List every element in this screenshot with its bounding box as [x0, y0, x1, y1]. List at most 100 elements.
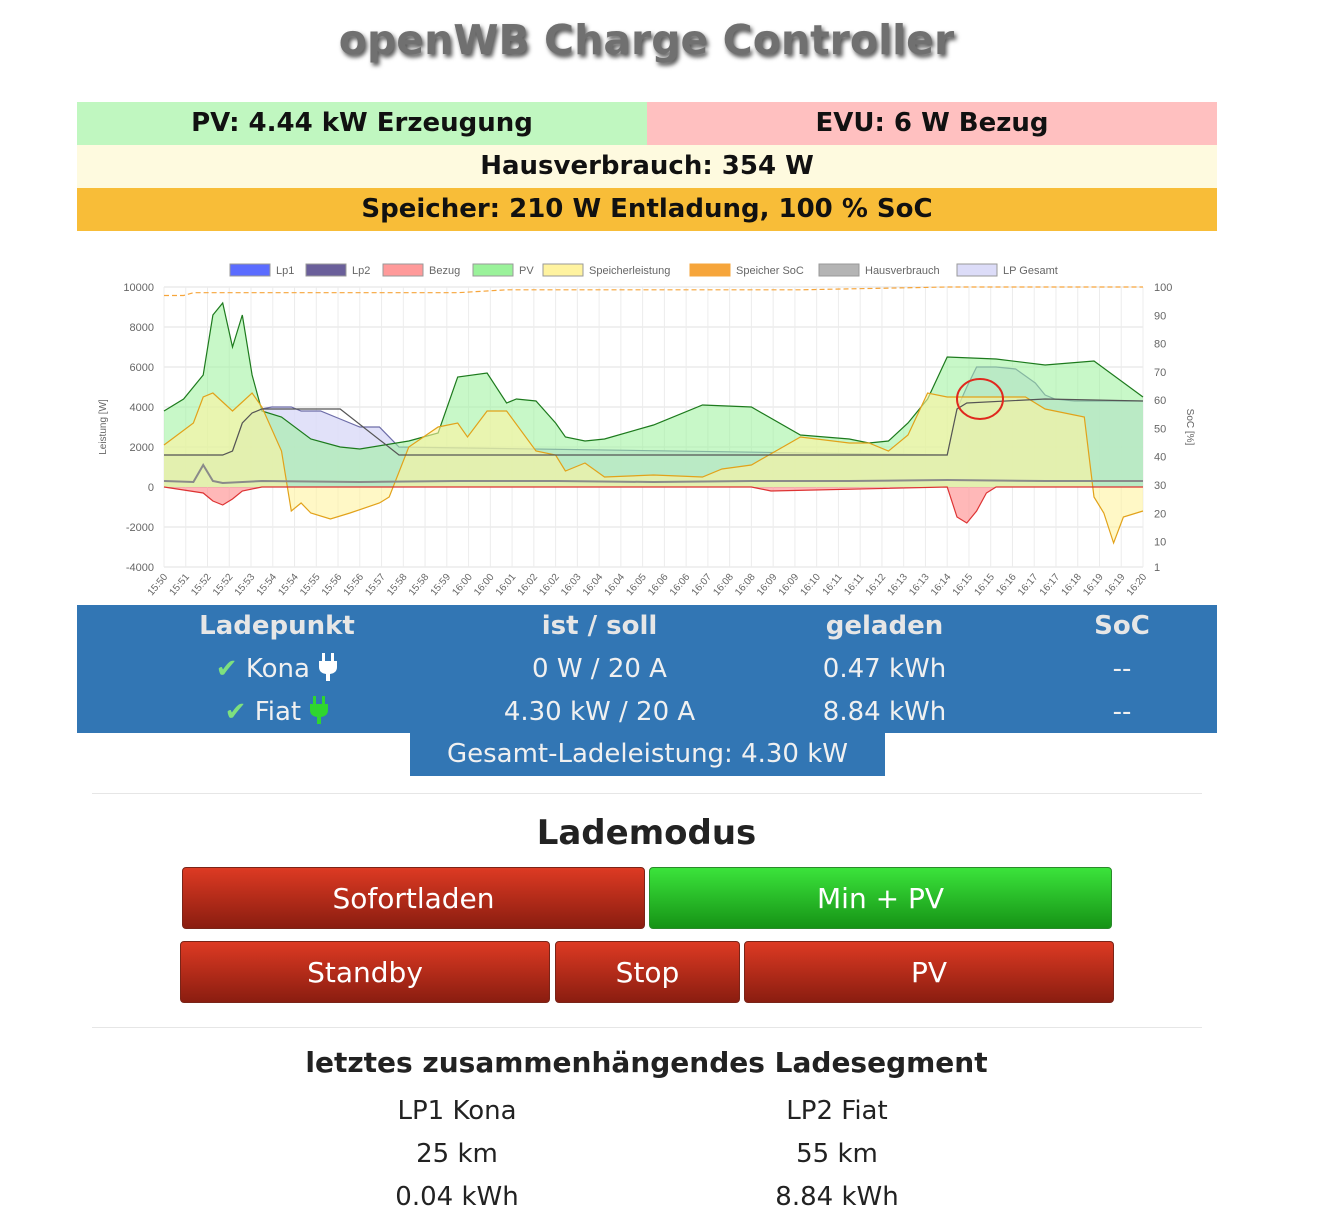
y-tick-label: -2000 [126, 522, 154, 534]
x-tick-label: 16:04 [581, 572, 606, 599]
y2-tick-label: 60 [1154, 395, 1166, 407]
house-consumption-status: Hausverbrauch: 354 W [77, 145, 1217, 188]
x-tick-label: 16:02 [537, 572, 562, 599]
header-soc: SoC [1094, 611, 1150, 641]
segment-lp1-km: 25 km [416, 1139, 498, 1169]
x-tick-label: 15:57 [363, 572, 388, 599]
x-tick-label: 16:15 [951, 572, 976, 599]
x-tick-label: 16:13 [907, 572, 932, 599]
lp-power: 4.30 kW / 20 A [503, 697, 696, 727]
y2-tick-label: 10 [1154, 537, 1166, 549]
legend-label: Hausverbrauch [865, 265, 940, 277]
series-line-hausverbrauch [163, 463, 1143, 485]
segment-lp1-kwh: 0.04 kWh [395, 1182, 519, 1212]
x-tick-label: 16:03 [559, 572, 584, 599]
series-line-speicher-soc [164, 286, 1143, 297]
divider [92, 1027, 1202, 1028]
plug-icon [319, 653, 338, 681]
series-line-bezug [163, 486, 1143, 524]
legend-swatch [956, 263, 998, 277]
x-tick-label: 16:02 [516, 572, 541, 599]
legend-swatch [229, 263, 271, 277]
x-tick-label: 16:04 [603, 572, 628, 599]
x-tick-label: 16:00 [450, 572, 475, 599]
standby-button[interactable]: Standby [180, 941, 550, 1003]
x-tick-label: 16:17 [1016, 572, 1041, 599]
x-tick-label: 16:09 [777, 572, 802, 599]
x-tick-label: 15:56 [342, 572, 367, 599]
y-tick-label: 4000 [130, 402, 154, 414]
y2-axis-label: SoC [%] [1184, 409, 1195, 446]
lp-fiat-cell[interactable]: ✔ Fiat [157, 691, 397, 734]
y2-tick-label: 20 [1154, 508, 1166, 520]
stop-button[interactable]: Stop [555, 941, 740, 1003]
min-pv-button[interactable]: Min + PV [649, 867, 1112, 929]
x-tick-label: 15:51 [168, 572, 193, 599]
lp-energy: 8.84 kWh [822, 697, 947, 727]
x-tick-label: 16:13 [885, 572, 910, 599]
plug-icon [310, 696, 329, 724]
series-line-lp2 [164, 398, 1144, 456]
x-tick-label: 16:17 [1038, 572, 1063, 599]
y-tick-label: 10000 [123, 282, 154, 294]
y2-tick-label: 30 [1154, 480, 1166, 492]
y-axis-right: 100 90 80 70 60 50 40 30 20 10 1 [1154, 282, 1172, 574]
y-tick-label: 8000 [130, 322, 154, 334]
charge-point-table: Ladepunkt ist / soll geladen SoC ✔ Kona … [77, 605, 1217, 733]
y2-tick-label: 50 [1154, 423, 1166, 435]
header-geladen: geladen [825, 611, 944, 641]
x-tick-label: 16:18 [1060, 572, 1085, 599]
y-tick-label: 6000 [130, 362, 154, 374]
x-tick-label: 16:11 [821, 572, 845, 598]
x-tick-label: 16:08 [711, 572, 736, 599]
y2-tick-label: 90 [1154, 310, 1166, 322]
header-ist-soll: ist / soll [541, 611, 658, 641]
legend-swatch [542, 263, 584, 277]
divider [92, 793, 1202, 794]
lp-name: Kona [245, 654, 310, 684]
check-icon: ✔ [215, 654, 238, 684]
pv-button[interactable]: PV [744, 941, 1114, 1003]
x-tick-label: 16:19 [1103, 572, 1128, 599]
lp-soc: -- [1112, 654, 1132, 684]
series-line-pv [163, 301, 1144, 450]
legend-label: PV [519, 265, 534, 277]
sofortladen-button[interactable]: Sofortladen [182, 867, 645, 929]
total-charge-power: Gesamt-Ladeleistung: 4.30 kW [410, 733, 885, 776]
x-tick-label: 15:54 [276, 572, 301, 599]
lademodus-heading: Lademodus [536, 813, 757, 853]
legend-label: Lp2 [352, 265, 370, 277]
x-tick-label: 15:50 [146, 572, 171, 599]
legend-label: Bezug [429, 265, 460, 277]
legend-swatch [818, 263, 860, 277]
segment-lp1-name: LP1 Kona [397, 1096, 517, 1126]
x-tick-label: 15:52 [211, 572, 236, 599]
x-tick-label: 16:07 [690, 572, 715, 599]
table-header: Ladepunkt ist / soll geladen SoC [77, 605, 1217, 648]
segment-lp2-kwh: 8.84 kWh [775, 1182, 899, 1212]
x-tick-label: 16:14 [929, 572, 954, 599]
x-tick-label: 16:05 [624, 572, 649, 599]
y-axis-label: Leistung [W] [98, 399, 109, 455]
legend-label: Speicher SoC [736, 265, 804, 277]
power-chart[interactable]: Lp1 Lp2 Bezug PV Speicherleistung Speicher So… [77, 250, 1217, 605]
x-tick-label: 15:54 [255, 572, 280, 599]
lp-kona-cell[interactable]: ✔ Kona [157, 648, 397, 691]
series-area-pv [164, 303, 1143, 487]
lp-energy: 0.47 kWh [822, 654, 947, 684]
lp-name: Fiat [254, 697, 302, 727]
segment-heading: letztes zusammenhängendes Ladesegment [305, 1046, 988, 1079]
x-tick-label: 16:01 [494, 572, 519, 599]
x-axis: 15:5015:5115:5215:5215:5315:5415:5415:55… [146, 572, 1150, 599]
x-tick-label: 16:19 [1081, 572, 1106, 599]
y-tick-label: 2000 [130, 442, 154, 454]
x-tick-label: 15:58 [407, 572, 432, 599]
legend-label: LP Gesamt [1003, 265, 1058, 277]
storage-status: Speicher: 210 W Entladung, 100 % SoC [77, 188, 1217, 231]
segment-lp2-km: 55 km [796, 1139, 878, 1169]
chart-series [163, 286, 1144, 545]
check-icon: ✔ [224, 697, 247, 727]
x-tick-label: 16:10 [798, 572, 823, 599]
x-tick-label: 15:53 [233, 572, 258, 599]
segment-lp2-name: LP2 Fiat [786, 1096, 888, 1126]
